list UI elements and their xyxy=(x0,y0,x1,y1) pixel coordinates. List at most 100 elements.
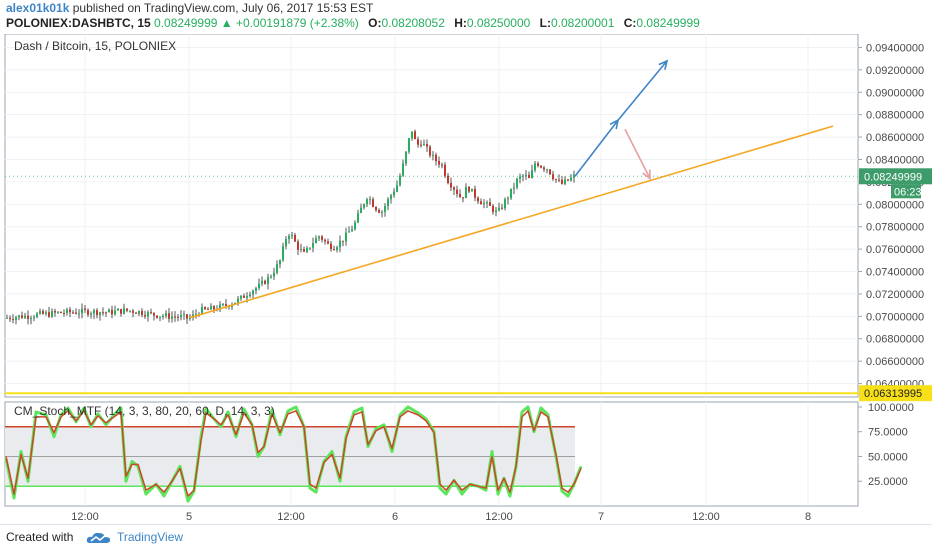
candle xyxy=(474,188,476,198)
candle xyxy=(153,312,155,316)
candle xyxy=(384,206,386,212)
candle xyxy=(183,314,185,316)
candle xyxy=(540,165,542,168)
candle xyxy=(420,144,422,146)
candle xyxy=(510,188,512,199)
candle xyxy=(450,183,452,188)
ohlc-line: POLONIEX:DASHBTC, 15 0.08249999 ▲ +0.001… xyxy=(6,16,700,30)
candle xyxy=(456,189,458,194)
candle xyxy=(93,310,95,314)
candle xyxy=(237,298,239,303)
candle xyxy=(51,311,53,317)
candle xyxy=(81,308,83,314)
candle xyxy=(165,313,167,317)
candle xyxy=(123,308,125,314)
close-label: C: xyxy=(623,16,637,30)
candle xyxy=(390,195,392,200)
symbol-label: POLONIEX:DASHBTC, 15 xyxy=(6,16,151,30)
candle xyxy=(381,211,383,213)
candle xyxy=(306,248,308,252)
low-value: 0.08200001 xyxy=(550,16,615,30)
candle xyxy=(84,308,86,311)
candle xyxy=(33,317,35,319)
candle xyxy=(30,318,32,320)
y-tick-label: 0.07800000 xyxy=(866,222,924,234)
change-arrow-icon: ▲ xyxy=(220,16,233,30)
y-tick-label: 0.09200000 xyxy=(866,65,924,77)
candle xyxy=(567,179,569,181)
candle xyxy=(57,311,59,313)
candle xyxy=(543,167,545,170)
price-change: +0.00191879 (+2.38%) xyxy=(236,16,359,30)
candle xyxy=(114,310,116,315)
hline-price-tag xyxy=(859,385,932,402)
y-tick-label: 0.09000000 xyxy=(866,87,924,99)
candle xyxy=(495,210,497,212)
candle xyxy=(156,315,158,318)
candle xyxy=(261,280,263,284)
candle xyxy=(417,139,419,145)
author-link[interactable]: alex01k01k xyxy=(6,1,70,15)
candle xyxy=(468,186,470,192)
candle xyxy=(186,314,188,319)
open-label: O: xyxy=(368,16,382,30)
candle xyxy=(108,309,110,313)
candle xyxy=(507,198,509,200)
footer: Created with TradingView xyxy=(0,524,932,551)
osc-y-tick-label: 75.0000 xyxy=(868,427,908,439)
candle xyxy=(225,303,227,306)
candle xyxy=(555,179,557,181)
x-tick-label: 12:00 xyxy=(71,511,99,523)
projection-up-arrow-2[interactable] xyxy=(617,60,668,121)
last-price-tag-label: 0.08249999 xyxy=(864,171,922,183)
candle xyxy=(36,313,38,318)
candle xyxy=(327,241,329,244)
candle xyxy=(321,236,323,240)
y-tick-label: 0.07400000 xyxy=(866,267,924,279)
candle xyxy=(126,308,128,311)
candle xyxy=(432,154,434,156)
candle xyxy=(531,170,533,178)
tradingview-brand[interactable]: TradingView xyxy=(117,530,184,544)
candle xyxy=(54,311,56,313)
candle xyxy=(519,176,521,179)
candle xyxy=(342,240,344,242)
candle xyxy=(312,243,314,248)
projection-up-arrow-1[interactable] xyxy=(574,119,619,177)
candle xyxy=(120,308,122,314)
published-text: published on TradingView.com, July 06, 2… xyxy=(72,1,374,15)
candle xyxy=(333,249,335,251)
candle xyxy=(132,310,134,313)
candle xyxy=(246,296,248,298)
candle xyxy=(96,310,98,316)
candle xyxy=(348,231,350,233)
candle xyxy=(48,312,50,317)
candle xyxy=(435,154,437,162)
candle xyxy=(444,164,446,176)
projection-down-arrow[interactable] xyxy=(624,128,651,179)
chart-area[interactable]: 0.09400000 0.09200000 0.09000000 0.08800000… xyxy=(0,34,932,524)
osc-y-tick-label: 50.0000 xyxy=(868,451,908,463)
candle xyxy=(411,131,413,139)
candle xyxy=(210,306,212,310)
candle xyxy=(90,313,92,315)
candle xyxy=(105,312,107,314)
x-tick-label: 12:00 xyxy=(692,511,720,523)
low-label: L: xyxy=(539,16,551,30)
candle xyxy=(558,179,560,181)
trendline[interactable] xyxy=(189,125,834,319)
candle xyxy=(402,163,404,176)
y-tick-label: 0.07600000 xyxy=(866,244,924,256)
candle xyxy=(276,264,278,273)
candle xyxy=(525,174,527,176)
candle xyxy=(78,313,80,315)
candle xyxy=(18,315,20,318)
x-tick-label: 7 xyxy=(598,511,604,523)
candle xyxy=(117,308,119,311)
candle xyxy=(174,316,176,318)
candle xyxy=(453,187,455,190)
candle xyxy=(324,239,326,242)
y-tick-label: 0.07200000 xyxy=(866,289,924,301)
candle xyxy=(570,177,572,181)
candle xyxy=(537,163,539,166)
